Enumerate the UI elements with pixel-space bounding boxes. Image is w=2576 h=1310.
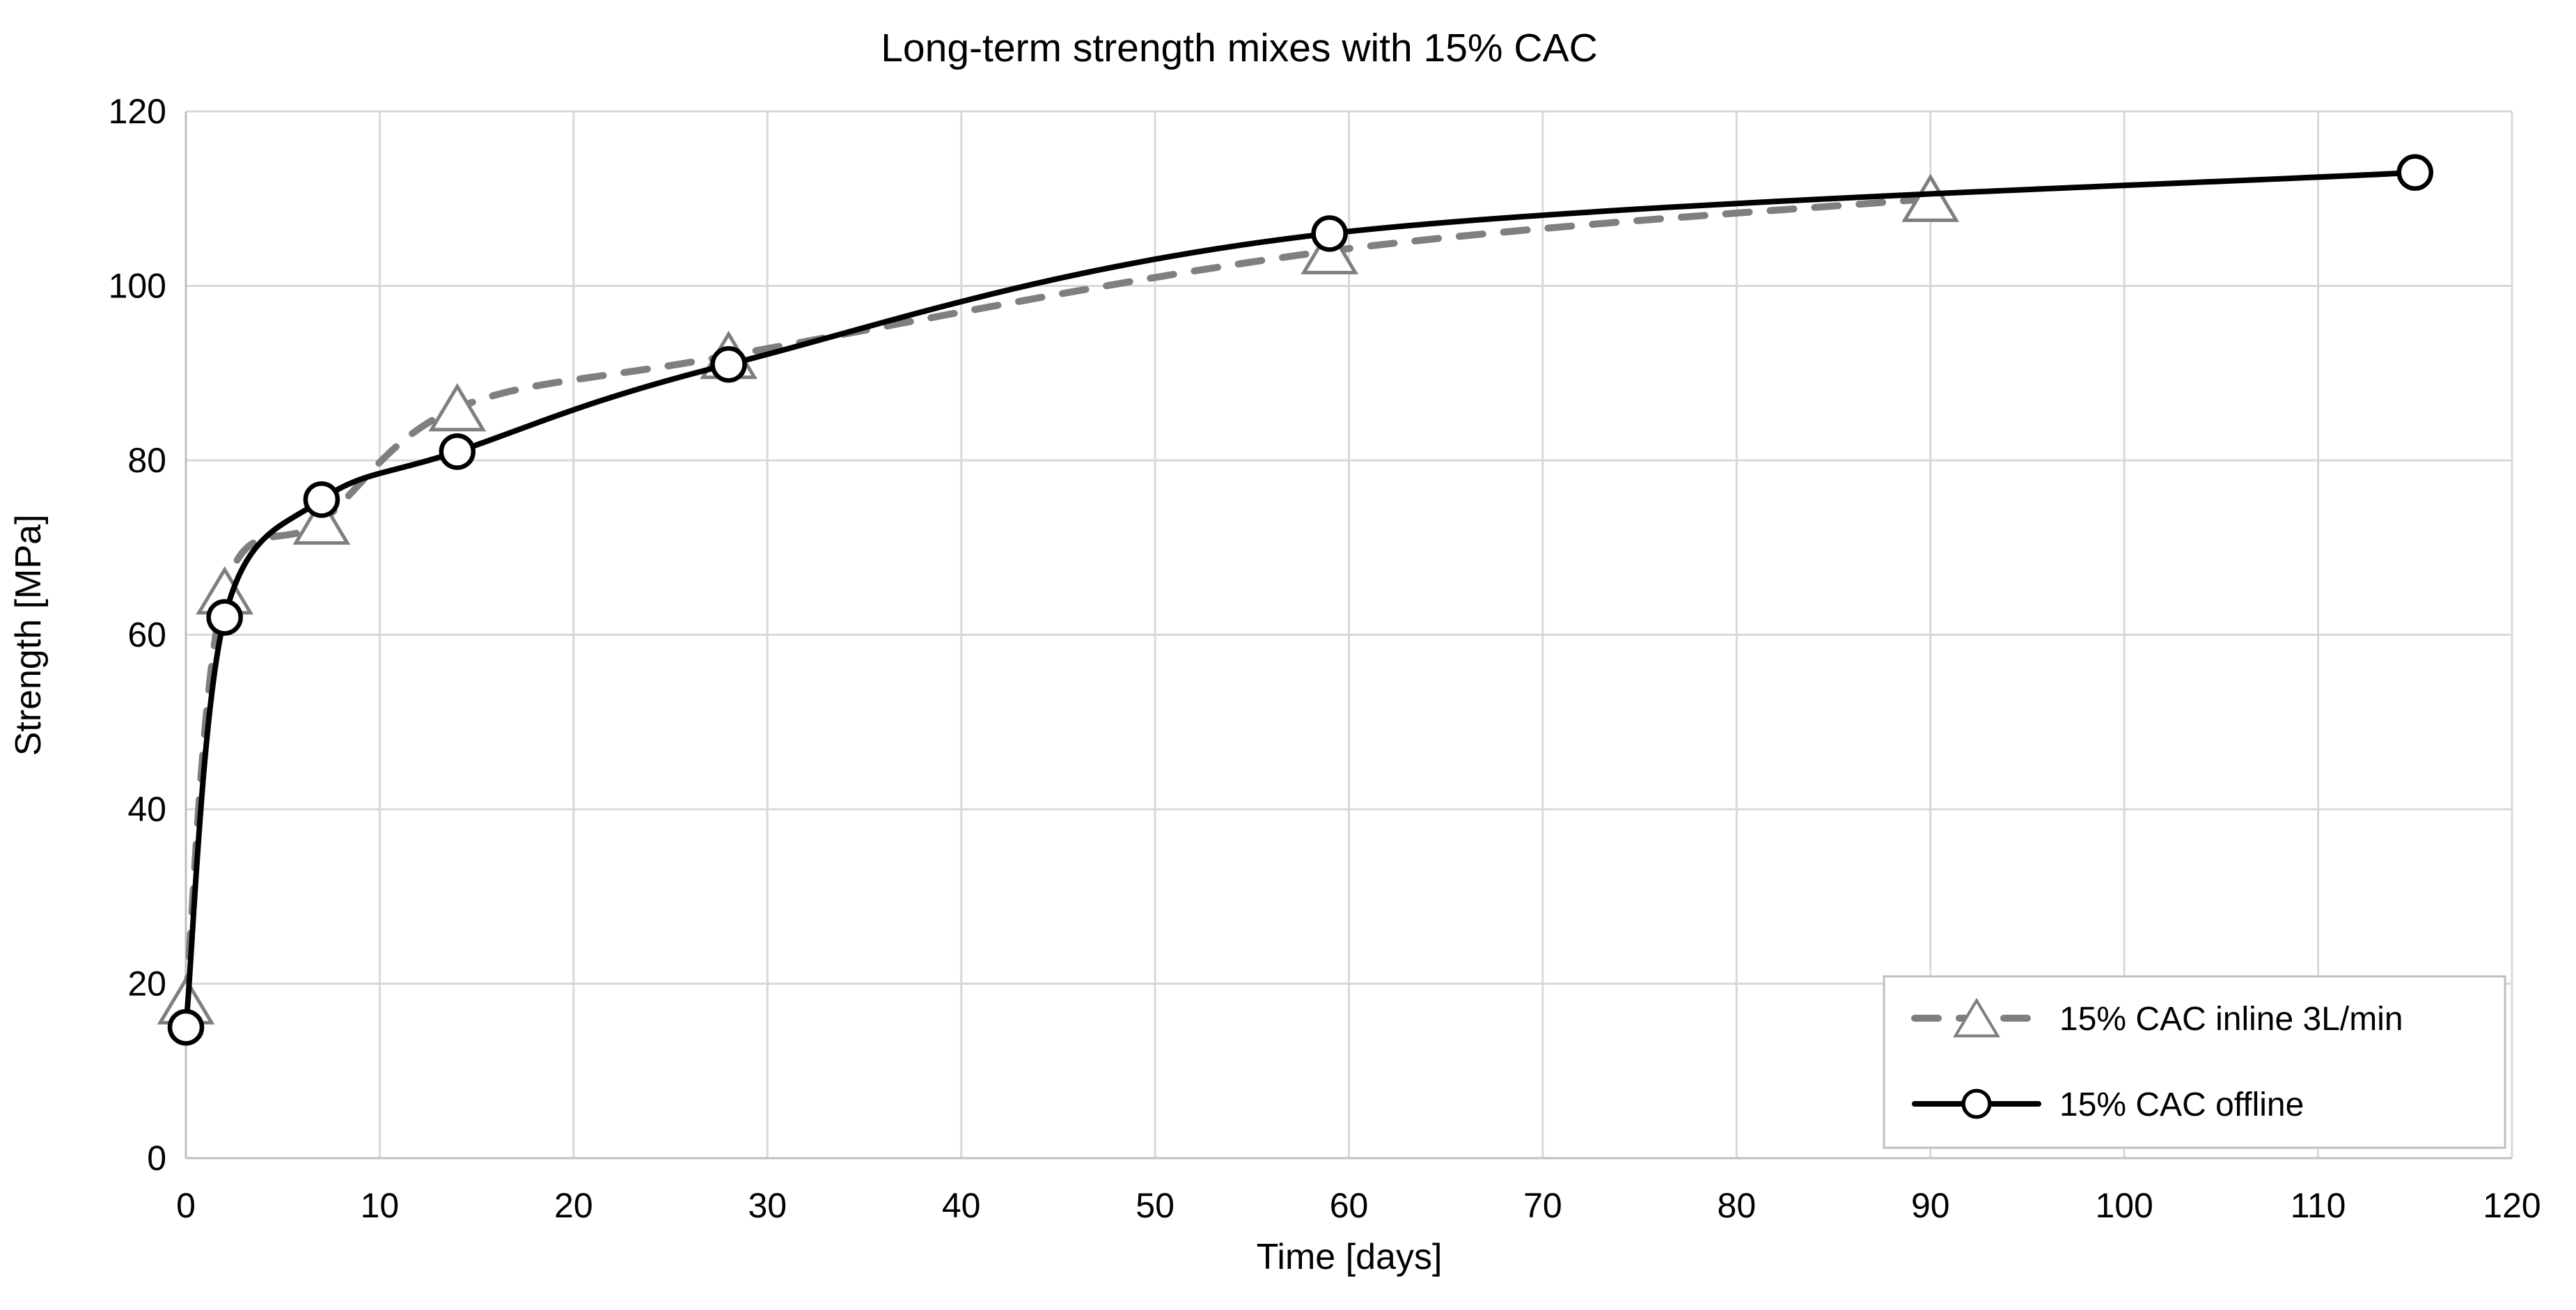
x-tick-label: 10 — [361, 1186, 400, 1225]
circle-marker — [2396, 154, 2434, 191]
y-tick-label: 100 — [109, 267, 166, 306]
legend-item-label: 15% CAC offline — [2059, 1086, 2304, 1123]
x-tick-label: 120 — [2483, 1186, 2540, 1225]
x-tick-label: 20 — [554, 1186, 593, 1225]
x-tick-label: 110 — [2291, 1186, 2346, 1225]
x-tick-label: 70 — [1523, 1186, 1562, 1225]
plot-series — [157, 154, 2434, 1046]
x-tick-label: 60 — [1330, 1186, 1369, 1225]
circle-marker — [710, 345, 747, 383]
triangle-marker — [292, 496, 351, 545]
circle-marker — [303, 481, 340, 518]
x-tick-label: 100 — [2095, 1186, 2153, 1225]
triangle-marker — [1901, 173, 1960, 222]
legend-item-inline: 15% CAC inline 3L/min — [1911, 997, 2403, 1038]
legend-item-offline: 15% CAC offline — [1912, 1086, 2304, 1123]
x-tick-label: 40 — [942, 1186, 981, 1225]
y-tick-label: 60 — [127, 616, 166, 655]
y-tick-label: 120 — [109, 92, 166, 131]
circle-marker — [167, 1008, 205, 1046]
legend-item-label: 15% CAC inline 3L/min — [2059, 1001, 2403, 1038]
y-axis-title: Strength [MPa] — [8, 515, 49, 756]
series-markers — [167, 154, 2434, 1046]
y-tick-label: 20 — [127, 965, 166, 1004]
circle-marker — [1961, 1089, 1992, 1119]
circle-marker — [206, 599, 243, 636]
x-axis-title: Time [days] — [1257, 1237, 1443, 1277]
x-tick-label: 0 — [176, 1186, 196, 1225]
legend-box — [1883, 975, 2506, 1149]
x-tick-label: 90 — [1911, 1186, 1950, 1225]
y-tick-label: 0 — [147, 1139, 166, 1178]
triangle-marker — [1953, 997, 2000, 1038]
circle-marker — [1311, 215, 1348, 252]
chart-title: Long-term strength mixes with 15% CAC — [881, 26, 1598, 70]
circle-marker — [439, 433, 476, 470]
y-tick-label: 80 — [127, 441, 166, 480]
x-tick-label: 30 — [748, 1186, 787, 1225]
x-tick-label: 80 — [1718, 1186, 1757, 1225]
triangle-marker — [428, 382, 487, 432]
legend: 15% CAC inline 3L/min 15% CAC offline — [1883, 975, 2506, 1149]
x-tick-label: 50 — [1136, 1186, 1175, 1225]
y-tick-label: 40 — [127, 790, 166, 829]
tick-labels: 0 10 20 30 40 50 60 70 80 90 100 110 120 0 20 40 60 80 100… — [109, 92, 2541, 1225]
